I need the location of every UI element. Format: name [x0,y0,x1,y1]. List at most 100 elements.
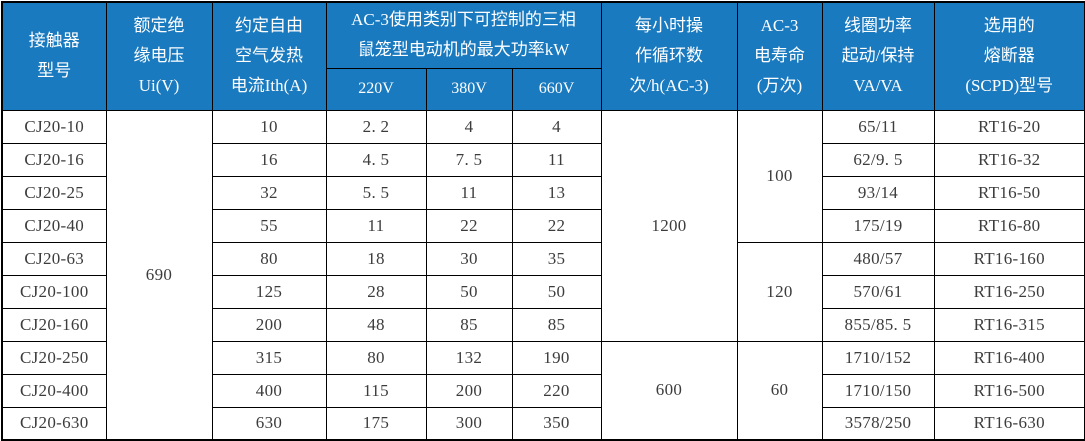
table-row: CJ20-400 400 115 200 220 1710/150 RT16-5… [1,373,1085,408]
cell-coil: 1710/150 [821,373,935,408]
cell-fuse: RT16-630 [933,406,1085,441]
cell-model: CJ20-10 [1,109,107,144]
cell-ith: 10 [211,109,327,144]
header-model: 接触器 型号 [1,1,107,111]
cell-fuse: RT16-250 [933,274,1085,309]
cell-coil: 65/11 [821,109,935,144]
cell-p220: 28 [325,274,427,309]
cell-fuse: RT16-50 [933,175,1085,210]
header-row-2: 220V 380V 660V [2,67,1085,111]
cell-p220: 11 [325,208,427,243]
cell-coil: 480/57 [821,241,935,276]
cell-p380: 300 [425,406,513,441]
table-row: CJ20-40 55 11 22 22 175/19 RT16-80 [1,208,1085,243]
table-row: CJ20-160 200 48 85 85 855/85. 5 RT16-315 [1,307,1085,342]
cell-fuse: RT16-80 [933,208,1085,243]
cell-coil: 855/85. 5 [821,307,935,342]
header-fuse: 选用的 熔断器 (SCPD)型号 [933,1,1085,111]
cell-ith: 16 [211,142,327,177]
cell-life-bottom: 60 [736,340,823,441]
cell-life-mid: 120 [736,241,823,342]
cell-p380: 7. 5 [425,142,513,177]
header-ac3-max-power: AC-3使用类别下可控制的三相 鼠笼型电动机的最大功率kW [325,1,602,69]
cell-p220: 80 [325,340,427,375]
cell-p220: 48 [325,307,427,342]
cell-coil: 93/14 [821,175,935,210]
cell-p220: 18 [325,241,427,276]
cell-p380: 22 [425,208,513,243]
cell-p660: 22 [511,208,602,243]
cell-coil: 3578/250 [821,406,935,441]
cell-p380: 4 [425,109,513,144]
cell-coil: 1710/152 [821,340,935,375]
table-row: CJ20-25 32 5. 5 11 13 93/14 RT16-50 [1,175,1085,210]
cell-p660: 11 [511,142,602,177]
cell-p220: 5. 5 [325,175,427,210]
header-220v: 220V [325,67,427,111]
header-thermal-current: 约定自由 空气发热 电流Ith(A) [211,1,327,111]
cell-coil: 175/19 [821,208,935,243]
header-660v: 660V [511,67,602,111]
cell-coil: 570/61 [821,274,935,309]
cell-p380: 30 [425,241,513,276]
cell-p380: 200 [425,373,513,408]
cell-p660: 50 [511,274,602,309]
cell-ith: 630 [211,406,327,441]
cell-ith: 125 [211,274,327,309]
cell-coil: 62/9. 5 [821,142,935,177]
header-insulation-voltage: 额定绝 缘电压 Ui(V) [105,1,213,111]
cell-ith: 55 [211,208,327,243]
cell-cycles-top: 1200 [600,109,738,342]
cell-cycles-bottom: 600 [600,340,738,441]
cell-life-top: 100 [736,109,823,243]
cell-p220: 175 [325,406,427,441]
table-row: CJ20-63 80 18 30 35 120 480/57 RT16-160 [1,241,1085,342]
header-row-1: 接触器 型号 额定绝 缘电压 Ui(V) 约定自由 空气发热 电流Ith(A) … [1,1,1085,111]
table-row: CJ20-10 690 10 2. 2 4 4 1200 100 65/11 R… [1,109,1085,441]
cell-model: CJ20-630 [1,406,107,441]
table-row: CJ20-100 125 28 50 50 570/61 RT16-250 [1,274,1085,309]
cell-p660: 4 [511,109,602,144]
cell-insulation-voltage: 690 [105,109,213,441]
cell-model: CJ20-250 [1,340,107,375]
cell-ith: 32 [211,175,327,210]
cell-p220: 4. 5 [325,142,427,177]
cell-ith: 315 [211,340,327,375]
cell-fuse: RT16-20 [933,109,1085,144]
cell-model: CJ20-400 [1,373,107,408]
cell-p660: 220 [511,373,602,408]
cell-model: CJ20-100 [1,274,107,309]
table-row: CJ20-630 630 175 300 350 3578/250 RT16-6… [1,406,1085,441]
header-electrical-life: AC-3 电寿命 (万次) [736,1,823,111]
cell-p660: 13 [511,175,602,210]
cell-p380: 11 [425,175,513,210]
cell-ith: 400 [211,373,327,408]
cell-p220: 2. 2 [325,109,427,144]
cell-model: CJ20-25 [1,175,107,210]
cell-fuse: RT16-315 [933,307,1085,342]
cell-p380: 85 [425,307,513,342]
table-row: CJ20-250 315 80 132 190 600 60 1710/152 … [1,340,1085,441]
cell-model: CJ20-63 [1,241,107,276]
table-row: CJ20-16 16 4. 5 7. 5 11 62/9. 5 RT16-32 [1,142,1085,177]
header-coil-power: 线圈功率 起动/保持 VA/VA [821,1,935,111]
cell-model: CJ20-160 [1,307,107,342]
cell-fuse: RT16-500 [933,373,1085,408]
cell-p660: 190 [511,340,602,375]
cell-ith: 200 [211,307,327,342]
cell-model: CJ20-40 [1,208,107,243]
cell-fuse: RT16-160 [933,241,1085,276]
cell-p660: 350 [511,406,602,441]
cell-p220: 115 [325,373,427,408]
cell-p380: 132 [425,340,513,375]
header-380v: 380V [425,67,513,111]
cell-p380: 50 [425,274,513,309]
cell-p660: 35 [511,241,602,276]
cell-ith: 80 [211,241,327,276]
cell-fuse: RT16-400 [933,340,1085,375]
cell-p660: 85 [511,307,602,342]
cell-model: CJ20-16 [1,142,107,177]
